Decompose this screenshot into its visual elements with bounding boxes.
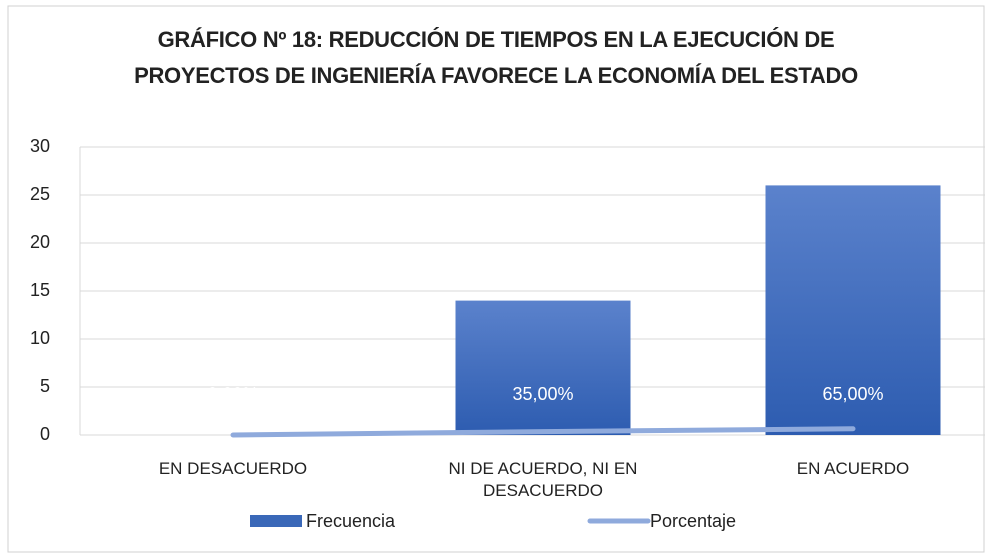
y-tick-label: 25 bbox=[30, 184, 50, 204]
y-tick-label: 0 bbox=[40, 424, 50, 444]
bar bbox=[765, 185, 941, 435]
y-tick-label: 10 bbox=[30, 328, 50, 348]
data-label: 65,00% bbox=[822, 384, 883, 404]
y-tick-label: 5 bbox=[40, 376, 50, 396]
bar bbox=[455, 300, 631, 435]
data-label: 35,00% bbox=[512, 384, 573, 404]
y-tick-label: 20 bbox=[30, 232, 50, 252]
x-tick-label: EN ACUERDO bbox=[796, 459, 910, 478]
legend-swatch bbox=[250, 515, 302, 527]
x-tick-label: NI DE ACUERDO, NI EN DESACUERDO bbox=[448, 459, 638, 500]
line bbox=[230, 426, 856, 438]
legend-label: Porcentaje bbox=[650, 511, 736, 531]
chart-title: GRÁFICO Nº 18: REDUCCIÓN DE TIEMPOS EN L… bbox=[134, 27, 858, 88]
y-tick-label: 15 bbox=[30, 280, 50, 300]
chart-frame bbox=[7, 5, 985, 553]
data-label: 0,00% bbox=[207, 384, 258, 404]
x-tick-label: EN DESACUERDO bbox=[158, 459, 308, 478]
legend-label: Frecuencia bbox=[306, 511, 396, 531]
y-tick-label: 30 bbox=[30, 136, 50, 156]
